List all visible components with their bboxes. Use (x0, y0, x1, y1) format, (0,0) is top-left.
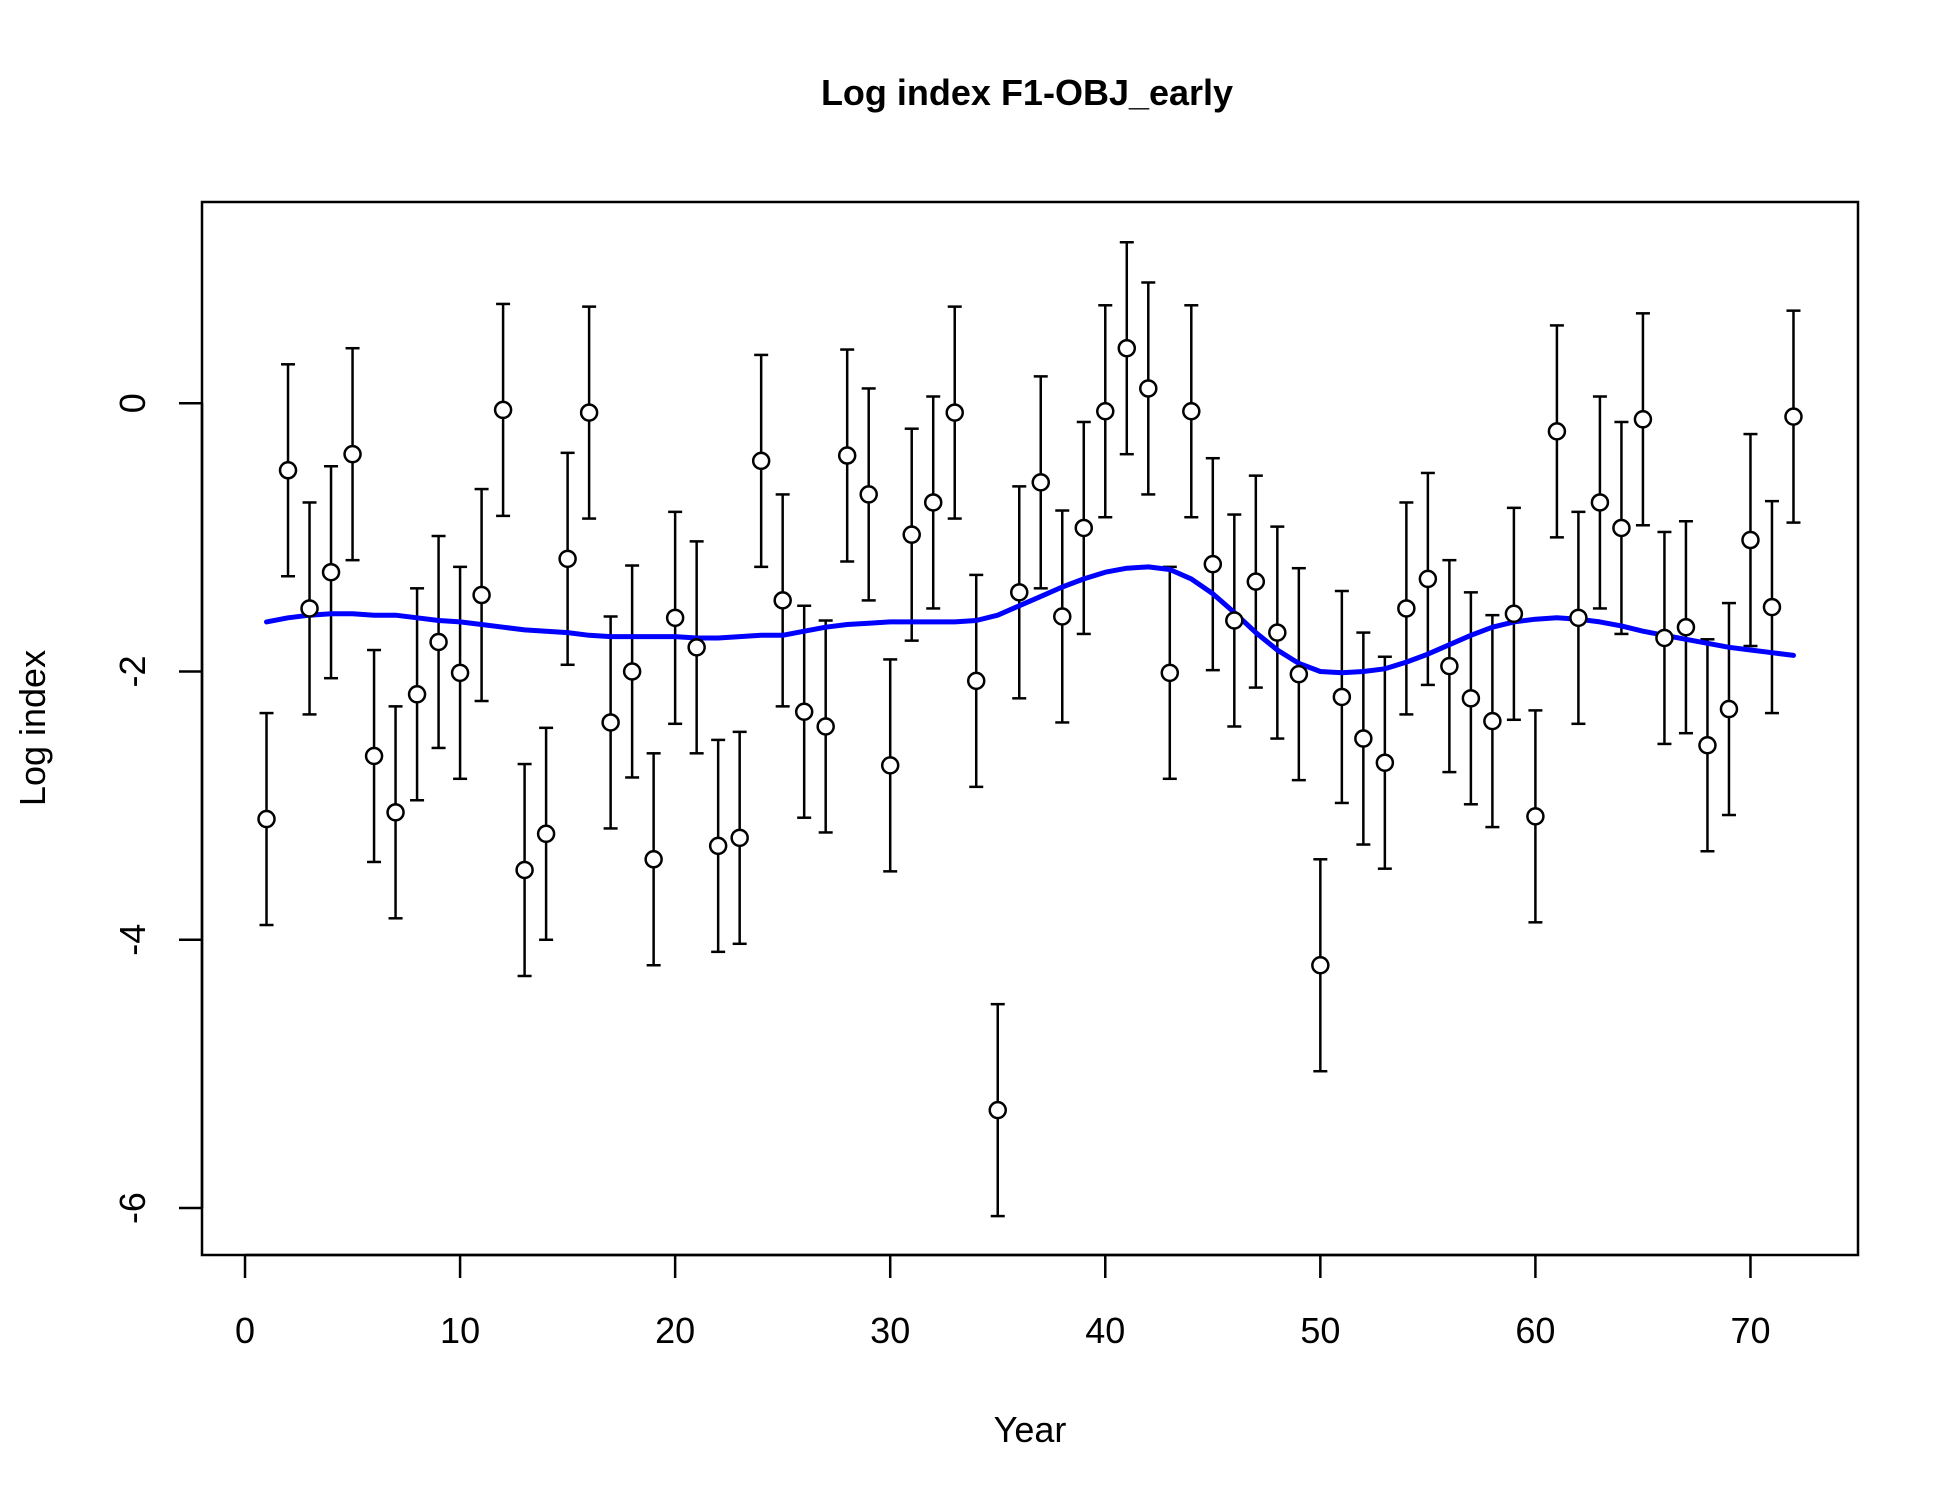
data-point (1289, 664, 1309, 684)
y-axis-label: Log index (12, 650, 53, 806)
data-point (601, 713, 620, 732)
data-point (622, 662, 642, 681)
data-point (536, 824, 556, 844)
data-point (1332, 687, 1352, 707)
data-point (407, 685, 427, 704)
data-point (945, 403, 964, 422)
data-point (1784, 407, 1803, 426)
data-point (665, 608, 685, 628)
data-point (751, 451, 771, 471)
data-point (1762, 597, 1782, 617)
data-point (1246, 572, 1266, 591)
data-point (1203, 554, 1223, 574)
data-point (1676, 617, 1696, 637)
data-point (1375, 753, 1395, 772)
data-point (1397, 599, 1416, 618)
data-point (1139, 379, 1158, 398)
data-point (1096, 402, 1115, 421)
data-point (386, 803, 405, 822)
data-point (429, 632, 448, 652)
fitted-line (264, 564, 1796, 676)
data-point (988, 1100, 1007, 1120)
x-axis-label: Year (994, 1409, 1067, 1450)
x-tick-label: 10 (440, 1310, 480, 1351)
data-point (923, 493, 943, 512)
observed-points (257, 338, 1803, 1120)
data-point (472, 585, 491, 605)
data-point (1354, 729, 1373, 748)
data-point (1483, 711, 1502, 731)
data-point (859, 485, 878, 504)
data-point (687, 638, 706, 657)
x-tick-label: 40 (1085, 1310, 1125, 1351)
data-point (1547, 422, 1567, 441)
data-point (1698, 736, 1717, 755)
data-point (1655, 628, 1674, 648)
data-point (493, 400, 513, 420)
data-point (1590, 493, 1610, 512)
data-point (816, 717, 835, 736)
y-axis: -6 -4 -2 0 (112, 393, 204, 1224)
y-tick-label: 0 (112, 393, 153, 413)
data-point (1741, 530, 1760, 550)
data-point (1268, 623, 1287, 642)
data-point (1160, 663, 1180, 683)
data-point (1461, 689, 1481, 708)
x-tick-label: 30 (870, 1310, 910, 1351)
x-tick-label: 60 (1515, 1310, 1555, 1351)
data-point (1418, 569, 1438, 589)
data-point (1117, 338, 1137, 358)
data-point (1612, 518, 1631, 538)
data-point (558, 549, 577, 569)
data-point (257, 809, 276, 829)
data-point (1053, 607, 1072, 626)
data-point (880, 756, 900, 775)
data-point (1311, 956, 1330, 975)
data-point (966, 671, 986, 691)
data-point (515, 860, 534, 880)
data-point (1569, 608, 1588, 628)
data-point (278, 461, 298, 480)
data-point (1633, 410, 1653, 429)
data-point (837, 446, 857, 465)
x-tick-label: 70 (1730, 1310, 1770, 1351)
data-point (1182, 402, 1201, 421)
data-point (1719, 699, 1739, 719)
data-point (1526, 807, 1545, 826)
y-tick-label: -2 (112, 655, 153, 687)
data-point (644, 850, 663, 869)
data-point (1440, 656, 1459, 676)
data-point (321, 562, 341, 582)
data-point (1225, 611, 1244, 630)
y-tick-label: -6 (112, 1192, 153, 1224)
data-point (343, 444, 362, 464)
data-point (1504, 604, 1524, 624)
x-tick-label: 50 (1300, 1310, 1340, 1351)
data-point (579, 403, 599, 422)
data-point (1074, 518, 1094, 538)
data-point (364, 746, 384, 766)
data-point (773, 591, 792, 610)
x-tick-label: 0 (235, 1310, 255, 1351)
data-point (1009, 583, 1029, 602)
data-point (450, 663, 470, 683)
plot-frame (200, 200, 1860, 1257)
data-point (730, 828, 749, 848)
data-point (1031, 473, 1051, 492)
chart-title: Log index F1-OBJ_early (821, 72, 1233, 113)
x-tick-label: 20 (655, 1310, 695, 1351)
y-tick-label: -4 (112, 924, 153, 956)
data-point (300, 599, 319, 618)
data-point (902, 525, 921, 544)
data-point (708, 836, 728, 856)
fit-line-group (264, 564, 1796, 676)
error-bars (259, 240, 1801, 1218)
data-point (794, 702, 814, 721)
x-axis: 0 10 20 30 40 50 60 70 (235, 1253, 1770, 1351)
